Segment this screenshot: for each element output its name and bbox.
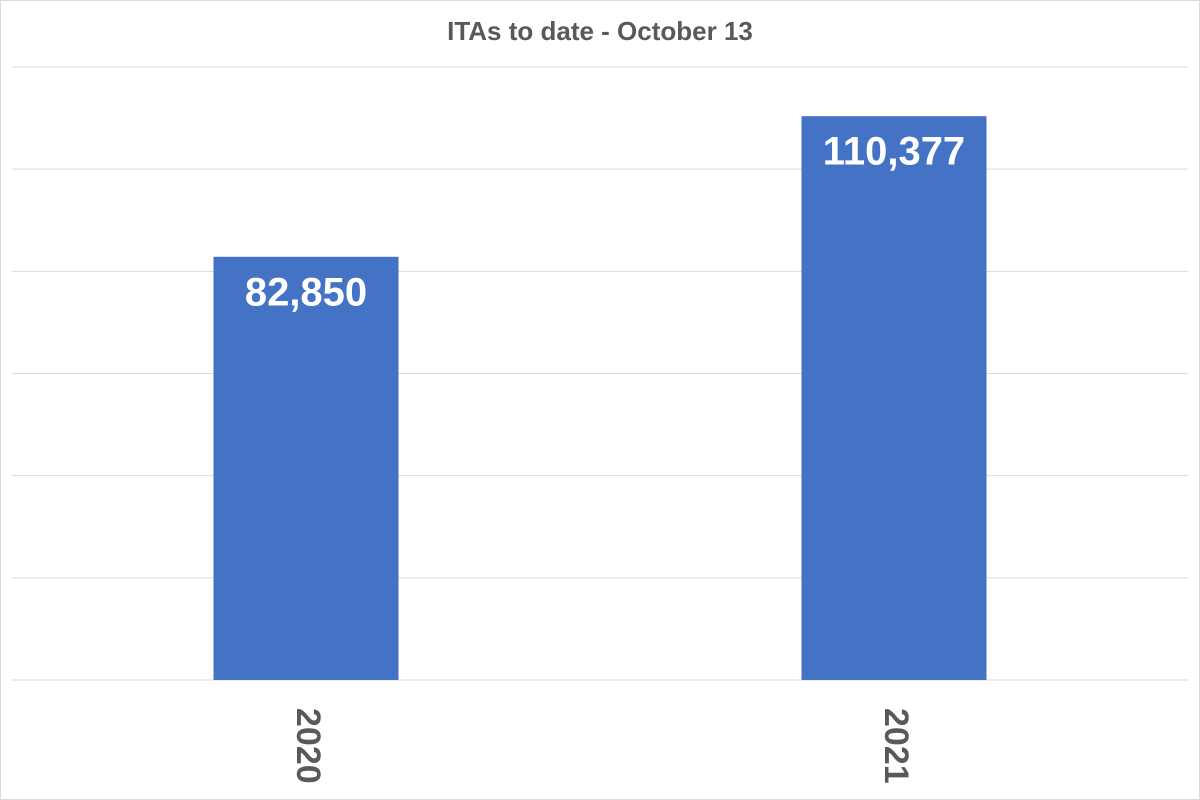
bar bbox=[801, 116, 987, 681]
data-label: 110,377 bbox=[823, 130, 965, 174]
x-tick-label: 2021 bbox=[877, 708, 915, 784]
x-tick-label: 2020 bbox=[289, 708, 327, 784]
bar bbox=[213, 256, 399, 680]
data-label: 82,850 bbox=[245, 270, 367, 314]
chart-title: ITAs to date - October 13 bbox=[447, 16, 753, 46]
